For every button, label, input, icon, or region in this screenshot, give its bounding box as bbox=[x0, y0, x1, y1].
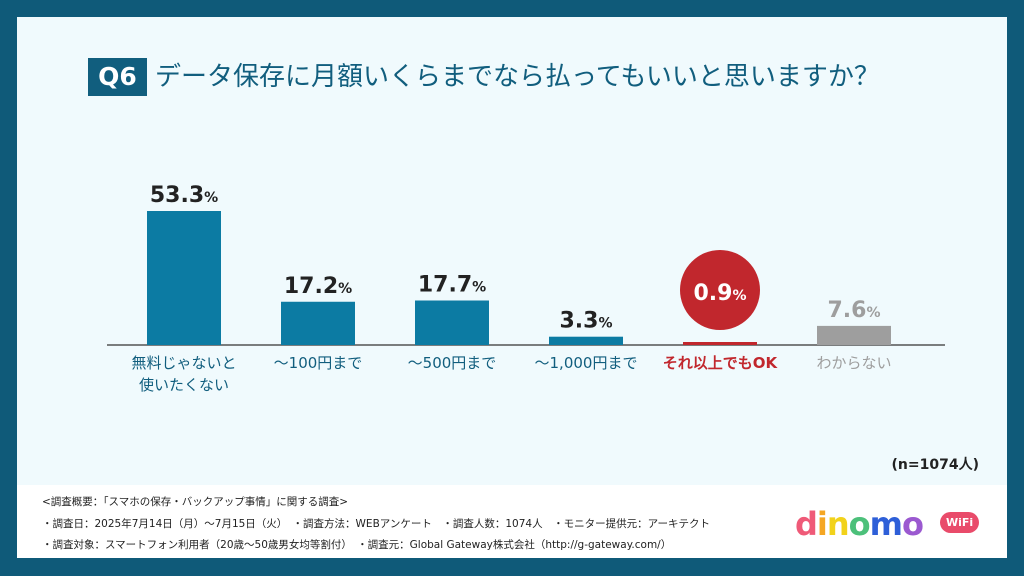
category-label: それ以上でもOK bbox=[662, 354, 778, 372]
data-label: 17.7% bbox=[418, 273, 486, 298]
category-label: わからない bbox=[816, 354, 892, 372]
data-label: 0.9% bbox=[693, 281, 746, 306]
bar bbox=[147, 211, 221, 345]
highlight-circle bbox=[680, 250, 760, 330]
bar bbox=[817, 325, 891, 345]
bar bbox=[683, 342, 757, 345]
chart-title: データ保存に月額いくらまでなら払ってもいいと思いますか？ bbox=[155, 62, 880, 92]
survey-target: ・調査対象：スマートフォン利用者（20歳〜50歳男女均等割付） ・調査元：Glo… bbox=[42, 539, 672, 551]
data-label: 53.3% bbox=[150, 183, 218, 208]
dinomo-logo: dinomo bbox=[795, 505, 924, 543]
footer bbox=[17, 485, 1007, 558]
survey-details: ・調査日：2025年7月14日（月）〜7月15日（火） ・調査方法：WEBアンケ… bbox=[42, 518, 710, 530]
category-label: 無料じゃないと使いたくない bbox=[131, 354, 237, 394]
bar bbox=[415, 300, 489, 345]
category-label: 〜1,000円まで bbox=[534, 354, 638, 372]
data-label: 17.2% bbox=[284, 274, 352, 299]
data-label: 7.6% bbox=[827, 298, 880, 323]
bar bbox=[281, 301, 355, 345]
survey-overview: <調査概要：「スマホの保存・バックアップ事情」に関する調査> bbox=[42, 496, 349, 508]
category-label: 〜100円まで bbox=[273, 354, 363, 372]
question-badge: Q6 bbox=[88, 58, 147, 96]
wifi-badge: WiFi bbox=[940, 512, 980, 533]
sample-size: (n=1074人) bbox=[891, 457, 979, 473]
bar bbox=[549, 336, 623, 345]
data-label: 3.3% bbox=[559, 309, 612, 334]
category-label: 〜500円まで bbox=[407, 354, 497, 372]
